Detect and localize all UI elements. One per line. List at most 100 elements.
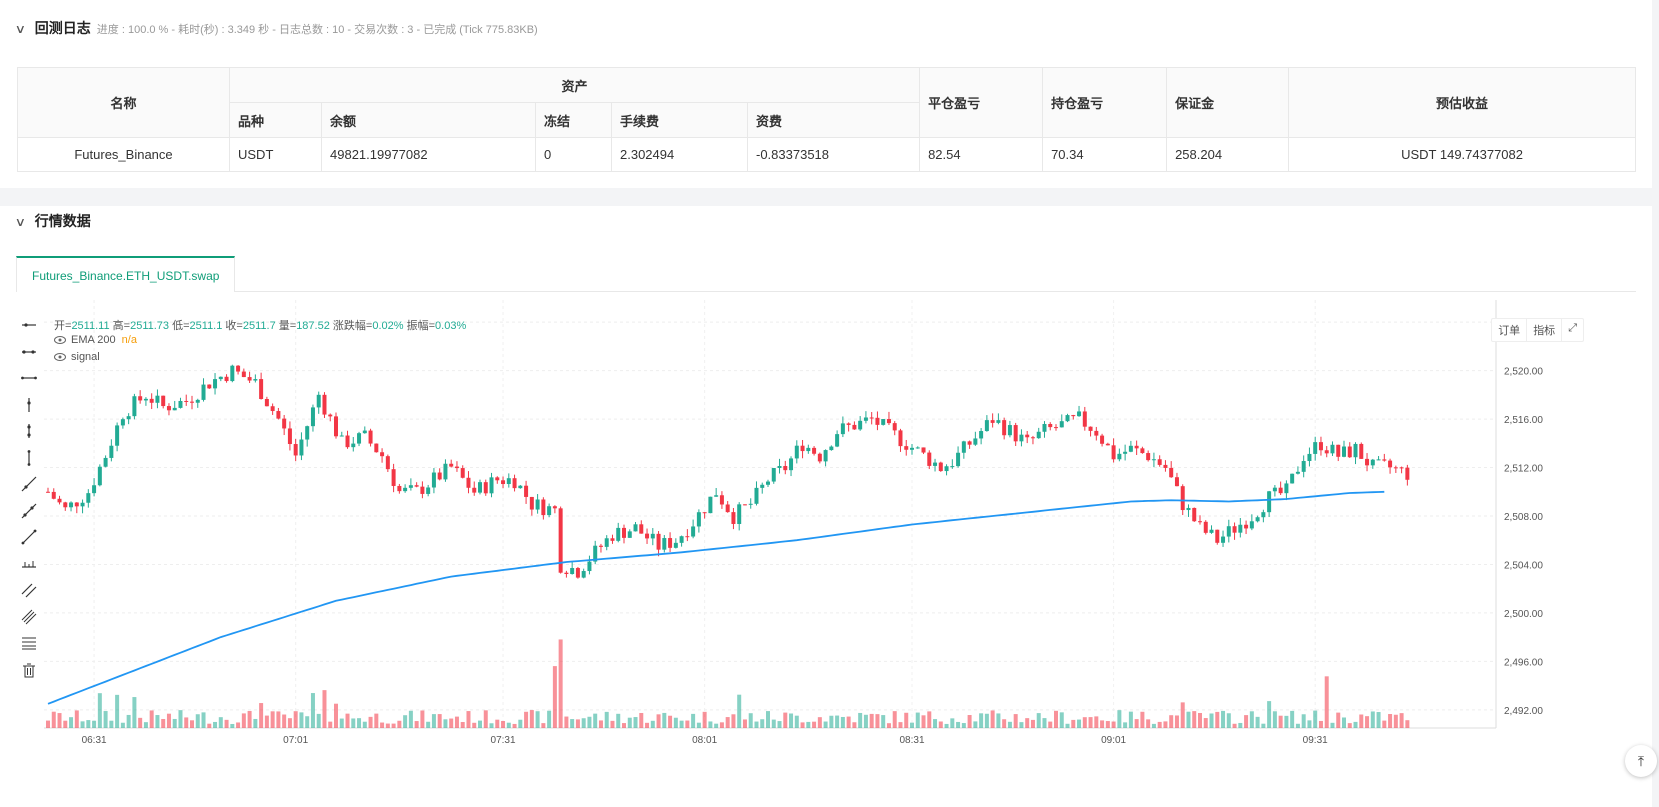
volume-bar xyxy=(950,718,955,728)
ray-line-icon[interactable] xyxy=(18,471,40,498)
volume-bar xyxy=(817,717,822,728)
candle-body xyxy=(126,416,131,420)
candle-body xyxy=(218,376,223,380)
fullscreen-icon[interactable]: ⤢ xyxy=(1568,322,1577,334)
volume-bar xyxy=(1065,723,1070,728)
candle-body xyxy=(754,487,759,504)
log-header[interactable]: ∨ 回测日志 进度 : 100.0 % - 耗时(秒) : 3.349 秒 - … xyxy=(14,18,538,38)
candle-body xyxy=(1272,487,1277,492)
chevron-down-icon[interactable]: ∨ xyxy=(14,22,27,36)
orders-button[interactable]: 订单 xyxy=(1492,319,1528,341)
eye-icon[interactable] xyxy=(54,353,66,361)
candle-body xyxy=(1295,471,1300,474)
candle-body xyxy=(1163,464,1168,468)
indicators-button[interactable]: 指标 xyxy=(1527,319,1563,341)
volume-bar xyxy=(748,713,753,728)
fibonacci-icon[interactable] xyxy=(18,604,40,631)
volume-bar xyxy=(627,717,632,728)
candle-body xyxy=(1186,507,1191,511)
volume-bar xyxy=(501,720,506,728)
candle-body xyxy=(63,502,68,508)
volume-bar xyxy=(719,722,724,728)
candle-body xyxy=(109,445,114,458)
volume-bar xyxy=(161,718,166,728)
candle-body xyxy=(1082,411,1087,427)
volume-bar xyxy=(610,720,615,728)
candle-body xyxy=(46,491,50,493)
candle-body xyxy=(1278,487,1283,494)
chevron-down-icon[interactable]: ∨ xyxy=(14,215,27,229)
volume-bar xyxy=(835,715,840,728)
candle-body xyxy=(777,466,782,468)
volume-bar xyxy=(541,723,546,728)
cell-margin: 258.204 xyxy=(1166,137,1290,172)
candle-body xyxy=(86,493,91,503)
vertical-segment-icon[interactable] xyxy=(18,418,40,445)
y-tick-label: 2,496.00 xyxy=(1504,657,1543,668)
candle-body xyxy=(385,456,390,470)
volume-bar xyxy=(731,714,736,728)
horizontal-line-icon[interactable] xyxy=(18,365,40,392)
horizontal-segment-icon[interactable] xyxy=(18,339,40,366)
x-tick-label: 09:01 xyxy=(1101,735,1126,746)
candle-body xyxy=(1405,467,1410,480)
candle-body xyxy=(397,485,402,492)
parallel-line-icon[interactable] xyxy=(18,577,40,604)
candle-body xyxy=(1134,445,1139,449)
candle-body xyxy=(207,384,212,389)
volume-bar xyxy=(247,710,252,728)
candle-body xyxy=(875,417,880,425)
candle-body xyxy=(933,462,938,466)
volume-bar xyxy=(622,723,626,728)
candle-body xyxy=(316,394,321,408)
eye-icon[interactable] xyxy=(54,336,66,344)
y-tick-label: 2,520.00 xyxy=(1504,367,1543,378)
candle-body xyxy=(253,379,258,381)
candle-body xyxy=(80,502,85,507)
col-fee: 手续费 xyxy=(611,102,748,138)
price-channel-icon[interactable] xyxy=(18,551,40,578)
candle-body xyxy=(852,424,857,430)
change-label: 涨跌幅= xyxy=(332,320,373,332)
cell-fee: 2.302494 xyxy=(611,137,748,172)
indicator-signal[interactable]: signal xyxy=(54,351,100,363)
candle-body xyxy=(115,425,120,446)
vertical-line-icon[interactable] xyxy=(18,445,40,472)
volume-bar xyxy=(961,723,966,728)
trash-icon[interactable] xyxy=(18,657,40,684)
price-lines-icon[interactable] xyxy=(18,630,40,657)
volume-bar xyxy=(564,716,569,728)
volume-bar xyxy=(1249,711,1254,728)
candle-body xyxy=(241,371,246,378)
candle-body xyxy=(800,445,805,452)
candle-body xyxy=(1267,491,1272,513)
arrow-up-icon: ⤒ xyxy=(1637,752,1645,769)
volume-bar xyxy=(287,718,292,728)
candle-body xyxy=(1307,453,1312,462)
scroll-to-top-button[interactable]: ⤒ xyxy=(1625,745,1657,777)
candle-body xyxy=(1013,425,1018,442)
market-header[interactable]: ∨ 行情数据 xyxy=(14,211,91,231)
volume-bar xyxy=(478,720,482,728)
candle-body xyxy=(138,396,143,401)
open-label: 开= xyxy=(54,320,72,332)
straight-line-icon[interactable] xyxy=(18,524,40,551)
vertical-ray-icon[interactable] xyxy=(18,392,40,419)
volume-bar xyxy=(846,716,851,728)
candle-body xyxy=(622,527,626,538)
candle-body xyxy=(766,481,770,485)
tab-eth-usdt-swap[interactable]: Futures_Binance.ETH_USDT.swap xyxy=(16,256,236,292)
candle-body xyxy=(633,524,638,532)
volume-bar xyxy=(322,690,327,728)
amplitude-value: 0.03% xyxy=(435,320,467,332)
volume-bar xyxy=(328,721,333,728)
candle-body xyxy=(1071,415,1076,417)
indicator-ema200[interactable]: EMA 200 n/a xyxy=(54,334,137,346)
candlestick-chart[interactable]: 2,524.002,520.002,516.002,512.002,508.00… xyxy=(44,300,1656,790)
horizontal-ray-icon[interactable] xyxy=(18,312,40,339)
segment-line-icon[interactable] xyxy=(18,498,40,525)
volume-bar xyxy=(1232,723,1237,728)
volume-bar xyxy=(869,713,874,728)
candle-body xyxy=(1244,524,1249,529)
candle-body xyxy=(512,478,517,489)
